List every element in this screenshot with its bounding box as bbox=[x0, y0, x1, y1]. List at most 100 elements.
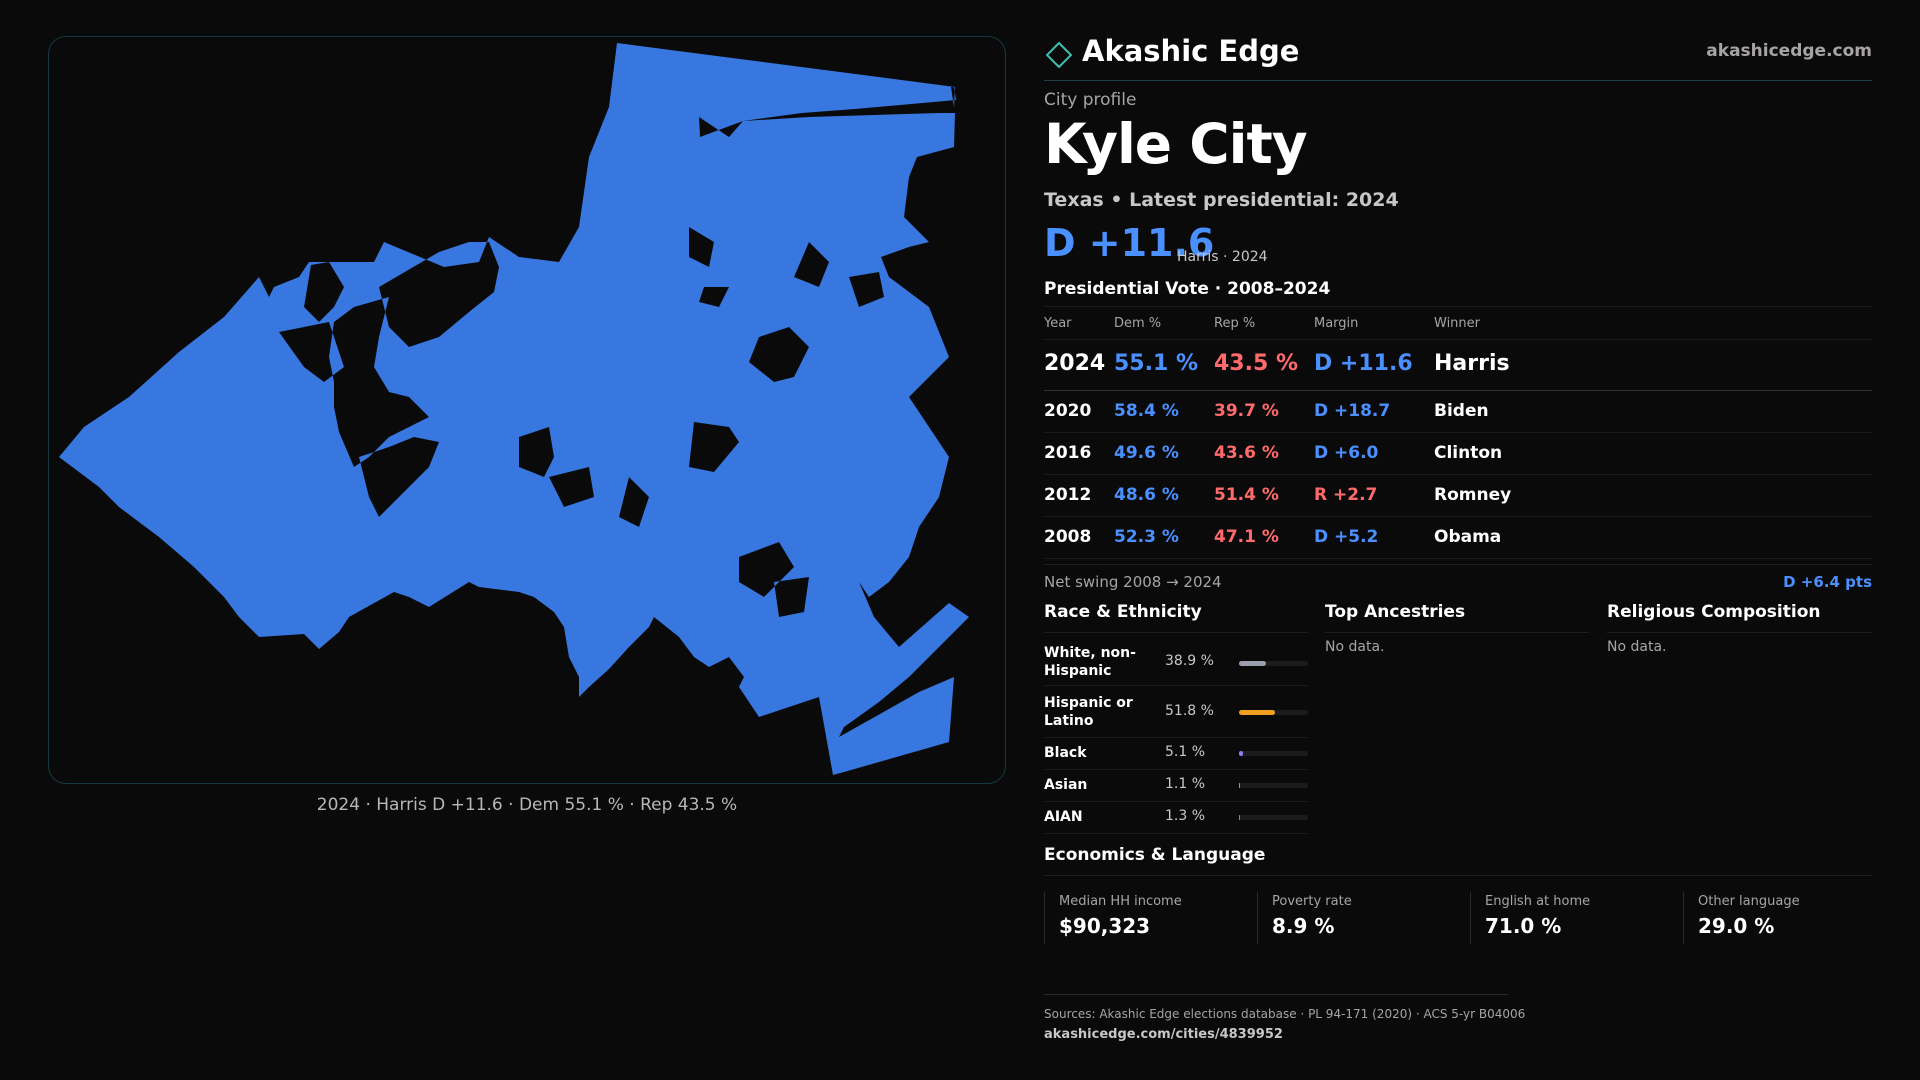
brand-name: Akashic Edge bbox=[1082, 34, 1300, 68]
sources-footer: Sources: Akashic Edge elections database… bbox=[1044, 994, 1525, 1042]
ancestries-section-title: Top Ancestries bbox=[1325, 602, 1466, 622]
religion-section-title: Religious Composition bbox=[1607, 602, 1821, 622]
econ-value: $90,323 bbox=[1059, 914, 1151, 938]
row-margin: D +11.6 bbox=[1314, 351, 1413, 376]
row-dem: 48.6 % bbox=[1114, 485, 1179, 505]
row-rep: 39.7 % bbox=[1214, 401, 1279, 421]
row-dem: 55.1 % bbox=[1114, 351, 1198, 376]
econ-cell-income: Median HH income $90,323 bbox=[1044, 892, 1250, 944]
map-hole bbox=[304, 262, 344, 322]
race-section-header: Race & Ethnicity bbox=[1044, 602, 1308, 633]
race-bar-fill bbox=[1239, 783, 1240, 788]
race-bar-fill bbox=[1239, 661, 1266, 666]
race-section-title: Race & Ethnicity bbox=[1044, 602, 1202, 622]
table-row: 2008 52.3 % 47.1 % D +5.2 Obama bbox=[1044, 517, 1872, 559]
vote-table: Year Dem % Rep % Margin Winner 2024 55.1… bbox=[1044, 306, 1872, 559]
religion-empty: No data. bbox=[1607, 639, 1667, 655]
profile-panel: Akashic Edge akashicedge.com City profil… bbox=[1044, 0, 1872, 1080]
row-winner: Clinton bbox=[1434, 443, 1503, 463]
race-bar-fill bbox=[1239, 815, 1240, 820]
sources-text: Sources: Akashic Edge elections database… bbox=[1044, 1007, 1526, 1021]
econ-value: 29.0 % bbox=[1698, 914, 1775, 938]
race-label: Hispanic or Latino bbox=[1044, 695, 1133, 729]
table-row: 2020 58.4 % 39.7 % D +18.7 Biden bbox=[1044, 391, 1872, 433]
race-label: Asian bbox=[1044, 777, 1088, 793]
row-dem: 49.6 % bbox=[1114, 443, 1179, 463]
race-row: Asian 1.1 % bbox=[1044, 770, 1308, 802]
row-dem: 52.3 % bbox=[1114, 527, 1179, 547]
race-row: AIAN 1.3 % bbox=[1044, 802, 1308, 834]
econ-label: English at home bbox=[1485, 894, 1591, 909]
race-row: Black 5.1 % bbox=[1044, 738, 1308, 770]
ancestries-section-header: Top Ancestries bbox=[1325, 602, 1589, 633]
race-bar-fill bbox=[1239, 751, 1243, 756]
econ-label: Poverty rate bbox=[1272, 894, 1352, 909]
race-bar-track bbox=[1239, 751, 1308, 756]
row-margin: D +18.7 bbox=[1314, 401, 1391, 421]
sources-url-link[interactable]: akashicedge.com/cities/4839952 bbox=[1044, 1027, 1283, 1042]
race-table: White, non-Hispanic 38.9 % Hispanic or L… bbox=[1044, 634, 1308, 834]
table-row: 2016 49.6 % 43.6 % D +6.0 Clinton bbox=[1044, 433, 1872, 475]
row-rep: 51.4 % bbox=[1214, 485, 1279, 505]
race-pct: 38.9 % bbox=[1165, 653, 1214, 669]
row-rep: 47.1 % bbox=[1214, 527, 1279, 547]
row-margin: D +5.2 bbox=[1314, 527, 1379, 547]
diamond-logo-icon bbox=[1046, 42, 1072, 68]
col-dem: Dem % bbox=[1114, 316, 1162, 331]
row-year: 2008 bbox=[1044, 527, 1092, 547]
race-label: White, non-Hispanic bbox=[1044, 645, 1136, 679]
row-winner: Biden bbox=[1434, 401, 1489, 421]
row-rep: 43.6 % bbox=[1214, 443, 1279, 463]
row-winner: Obama bbox=[1434, 527, 1502, 547]
col-winner: Winner bbox=[1434, 316, 1481, 331]
race-row: White, non-Hispanic 38.9 % bbox=[1044, 634, 1308, 686]
row-year: 2024 bbox=[1044, 351, 1106, 376]
col-margin: Margin bbox=[1314, 316, 1359, 331]
city-boundary-map[interactable] bbox=[49, 37, 1006, 784]
econ-cell-other-language: Other language 29.0 % bbox=[1683, 892, 1873, 944]
col-year: Year bbox=[1044, 316, 1072, 331]
row-year: 2012 bbox=[1044, 485, 1092, 505]
race-bar-track bbox=[1239, 661, 1308, 666]
map-caption: 2024 · Harris D +11.6 · Dem 55.1 % · Rep… bbox=[316, 795, 738, 815]
row-year: 2020 bbox=[1044, 401, 1092, 421]
headline-margin: D +11.6 bbox=[1044, 221, 1215, 265]
headline-note: Harris · 2024 bbox=[1177, 249, 1268, 265]
row-winner: Romney bbox=[1434, 485, 1512, 505]
row-margin: D +6.0 bbox=[1314, 443, 1379, 463]
race-bar-track bbox=[1239, 815, 1308, 820]
econ-cell-english: English at home 71.0 % bbox=[1470, 892, 1676, 944]
race-pct: 1.1 % bbox=[1165, 776, 1206, 792]
map-panel[interactable] bbox=[48, 36, 1006, 784]
page-title: Kyle City bbox=[1044, 112, 1308, 176]
table-row: 2024 55.1 % 43.5 % D +11.6 Harris bbox=[1044, 340, 1872, 391]
econ-label: Other language bbox=[1698, 894, 1800, 909]
net-swing-value: D +6.4 pts bbox=[1783, 573, 1872, 591]
econ-value: 71.0 % bbox=[1485, 914, 1562, 938]
race-label: AIAN bbox=[1044, 809, 1083, 825]
brand-url-link[interactable]: akashicedge.com bbox=[1706, 41, 1872, 61]
table-row: 2012 48.6 % 51.4 % R +2.7 Romney bbox=[1044, 475, 1872, 517]
row-dem: 58.4 % bbox=[1114, 401, 1179, 421]
econ-cell-poverty: Poverty rate 8.9 % bbox=[1257, 892, 1463, 944]
econ-label: Median HH income bbox=[1059, 894, 1182, 909]
race-pct: 1.3 % bbox=[1165, 808, 1206, 824]
econ-value: 8.9 % bbox=[1272, 914, 1335, 938]
page-subtitle: Texas • Latest presidential: 2024 bbox=[1044, 189, 1399, 211]
city-boundary-shape[interactable] bbox=[59, 43, 969, 775]
race-bar-fill bbox=[1239, 710, 1275, 715]
race-pct: 51.8 % bbox=[1165, 703, 1214, 719]
row-year: 2016 bbox=[1044, 443, 1092, 463]
race-pct: 5.1 % bbox=[1165, 744, 1206, 760]
race-bar-track bbox=[1239, 710, 1308, 715]
brand-header: Akashic Edge akashicedge.com bbox=[1044, 30, 1872, 81]
col-rep: Rep % bbox=[1214, 316, 1256, 331]
vote-table-header: Year Dem % Rep % Margin Winner bbox=[1044, 306, 1872, 340]
economics-grid: Median HH income $90,323 Poverty rate 8.… bbox=[1044, 875, 1872, 951]
race-row: Hispanic or Latino 51.8 % bbox=[1044, 686, 1308, 738]
religion-section-header: Religious Composition bbox=[1607, 602, 1872, 633]
ancestries-empty: No data. bbox=[1325, 639, 1385, 655]
economics-section-title: Economics & Language bbox=[1044, 845, 1266, 865]
row-rep: 43.5 % bbox=[1214, 351, 1298, 376]
race-bar-track bbox=[1239, 783, 1308, 788]
